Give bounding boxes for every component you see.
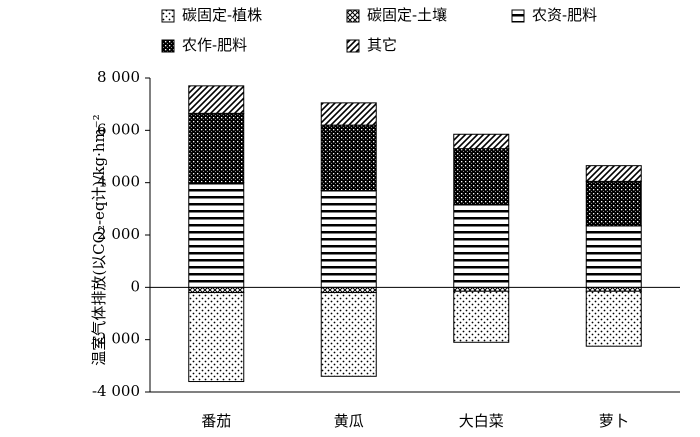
- bar-segment: [453, 148, 510, 206]
- x-tick-label: 黄瓜: [334, 412, 364, 430]
- y-tick-label: 6 000: [97, 120, 140, 138]
- y-axis-label: 温室气体排放(以CO₂-eq计)/kg·hm⁻²: [90, 114, 108, 365]
- legend-swatch: [346, 39, 360, 53]
- legend-swatch: [161, 9, 175, 23]
- bar-segment: [320, 286, 377, 294]
- legend-label: 碳固定-植株: [182, 6, 262, 24]
- bar-segment: [320, 190, 377, 288]
- x-tick-label: 萝卜: [599, 412, 629, 430]
- legend-swatch: [511, 9, 525, 23]
- bar-segment: [453, 204, 510, 288]
- y-tick-label: 2 000: [97, 225, 140, 243]
- y-tick-label: -4 000: [92, 382, 140, 400]
- bar-segment: [453, 286, 510, 292]
- legend-label: 其它: [367, 36, 397, 54]
- bar-segment: [188, 182, 245, 288]
- y-tick-label: 0: [130, 277, 140, 295]
- x-tick-label: 大白菜: [459, 412, 504, 430]
- x-tick-label: 番茄: [201, 412, 231, 430]
- bar-segment: [188, 112, 245, 184]
- bar-segment: [320, 124, 377, 192]
- bar-segment: [585, 180, 642, 227]
- bar-segment: [320, 292, 377, 377]
- y-tick-label: -2 000: [92, 330, 140, 348]
- bar-segment: [188, 85, 245, 114]
- bar-segment: [585, 165, 642, 182]
- bar-segment: [453, 290, 510, 343]
- bar-segment: [585, 290, 642, 347]
- legend-swatch: [161, 39, 175, 53]
- bar-segment: [188, 292, 245, 383]
- legend-swatch: [346, 9, 360, 23]
- bar-segment: [585, 286, 642, 292]
- y-tick-label: 8 000: [97, 68, 140, 86]
- bar-segment: [320, 102, 377, 126]
- legend-label: 农作-肥料: [182, 36, 247, 54]
- bar-segment: [585, 225, 642, 288]
- bar-segment: [188, 286, 245, 294]
- legend-label: 碳固定-土壤: [367, 6, 447, 24]
- legend-label: 农资-肥料: [532, 6, 597, 24]
- bar-segment: [453, 133, 510, 150]
- y-tick-label: 4 000: [97, 173, 140, 191]
